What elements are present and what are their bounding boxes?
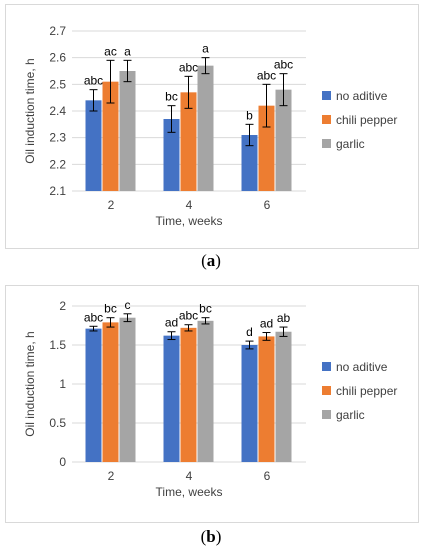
chart-b-y-tick-label: 0.5 <box>49 416 66 430</box>
chart-a-y-tick-label: 2.7 <box>49 24 66 38</box>
chart-a-x-tick-label: 6 <box>264 198 271 212</box>
chart-a-data-label: ac <box>104 44 117 58</box>
chart-a-bar <box>241 135 258 191</box>
chart-b-bar <box>85 328 102 462</box>
chart-a-bar <box>119 71 136 191</box>
chart-b-y-tick-label: 2 <box>59 299 66 313</box>
chart-b-data-label: c <box>125 298 131 312</box>
chart-panel-b: 0 0.5 1 1.5 2 abc bc c 2 ad abc bc 4 d ad ab 6 Time, week… <box>5 285 419 523</box>
chart-a-y-tick-label: 2.5 <box>49 77 66 91</box>
chart-a-bar <box>275 89 292 191</box>
chart-b-data-label: ab <box>277 311 291 325</box>
chart-a-bar <box>180 92 197 191</box>
chart-a-y-tick-label: 2.2 <box>49 157 66 171</box>
chart-b-data-label: abc <box>84 310 103 324</box>
chart-a-bar <box>85 100 102 191</box>
chart-a-bar <box>102 81 119 191</box>
chart-b-bar <box>163 335 180 462</box>
chart-a-data-label: abc <box>274 58 293 72</box>
chart-a-data-label: abc <box>257 68 276 82</box>
chart-a-legend-swatch <box>322 115 331 124</box>
chart-a-legend-swatch <box>322 91 331 100</box>
chart-a-data-label: a <box>124 44 131 58</box>
chart-b-legend-label: chili pepper <box>336 384 397 398</box>
chart-b-bar <box>119 317 136 462</box>
caption-b-label: b <box>206 527 216 546</box>
chart-b-bar <box>275 331 292 462</box>
chart-a-data-label: b <box>246 108 253 122</box>
caption-a: (a) <box>201 251 221 270</box>
chart-a-x-tick-label: 2 <box>108 198 115 212</box>
chart-a-data-label: bc <box>165 90 178 104</box>
chart-a-legend-label: chili pepper <box>336 113 397 127</box>
chart-b-y-tick-label: 1.5 <box>49 338 66 352</box>
chart-b-legend-swatch <box>322 410 331 419</box>
chart-b-data-label: bc <box>104 302 117 316</box>
chart-b-data-label: ad <box>260 317 273 331</box>
caption-a-label: a <box>206 251 216 270</box>
chart-b-data-label: ad <box>165 316 178 330</box>
chart-a-data-label: abc <box>179 60 198 74</box>
chart-a-x-axis-title: Time, weeks <box>156 214 223 228</box>
chart-a-data-label: a <box>202 42 209 56</box>
chart-a-legend-label: garlic <box>336 137 365 151</box>
chart-a-legend-label: no aditive <box>336 89 388 103</box>
chart-panel-a: 2.1 2.2 2.3 2.4 2.5 2.6 2.7 abc ac a 2 bc abc a 4 b abc a… <box>5 4 419 249</box>
chart-a-legend-swatch <box>322 139 331 148</box>
chart-b-bar <box>180 327 197 462</box>
chart-b-legend-swatch <box>322 386 331 395</box>
chart-b-x-axis-title: Time, weeks <box>156 485 223 499</box>
chart-b-bar <box>258 336 275 462</box>
chart-b-data-label: d <box>246 325 253 339</box>
chart-b-data-label: abc <box>179 309 198 323</box>
chart-b-y-tick-label: 0 <box>59 455 66 469</box>
chart-a-y-axis-title: Oil induction time, h <box>23 58 37 163</box>
chart-b-bar <box>197 320 214 462</box>
chart-b-legend-label: garlic <box>336 408 365 422</box>
chart-b-x-tick-label: 6 <box>264 469 271 483</box>
chart-b-data-label: bc <box>199 302 212 316</box>
chart-b-legend-label: no aditive <box>336 360 388 374</box>
chart-a-y-tick-label: 2.4 <box>49 104 66 118</box>
chart-a-data-label: abc <box>84 74 103 88</box>
chart-b-y-tick-label: 1 <box>59 377 66 391</box>
chart-b-bar <box>241 345 258 462</box>
chart-a-y-tick-label: 2.6 <box>49 51 66 65</box>
chart-a-y-tick-label: 2.3 <box>49 131 66 145</box>
chart-a-bar <box>163 119 180 191</box>
caption-b: (b) <box>200 527 222 546</box>
chart-b-x-tick-label: 2 <box>108 469 115 483</box>
chart-a-bar <box>197 65 214 191</box>
chart-a-y-tick-label: 2.1 <box>49 184 66 198</box>
chart-b-bar <box>102 322 119 462</box>
chart-b-legend-swatch <box>322 362 331 371</box>
chart-b-x-tick-label: 4 <box>186 469 193 483</box>
chart-b-y-axis-title: Oil induction time, h <box>23 331 37 436</box>
chart-a-x-tick-label: 4 <box>186 198 193 212</box>
